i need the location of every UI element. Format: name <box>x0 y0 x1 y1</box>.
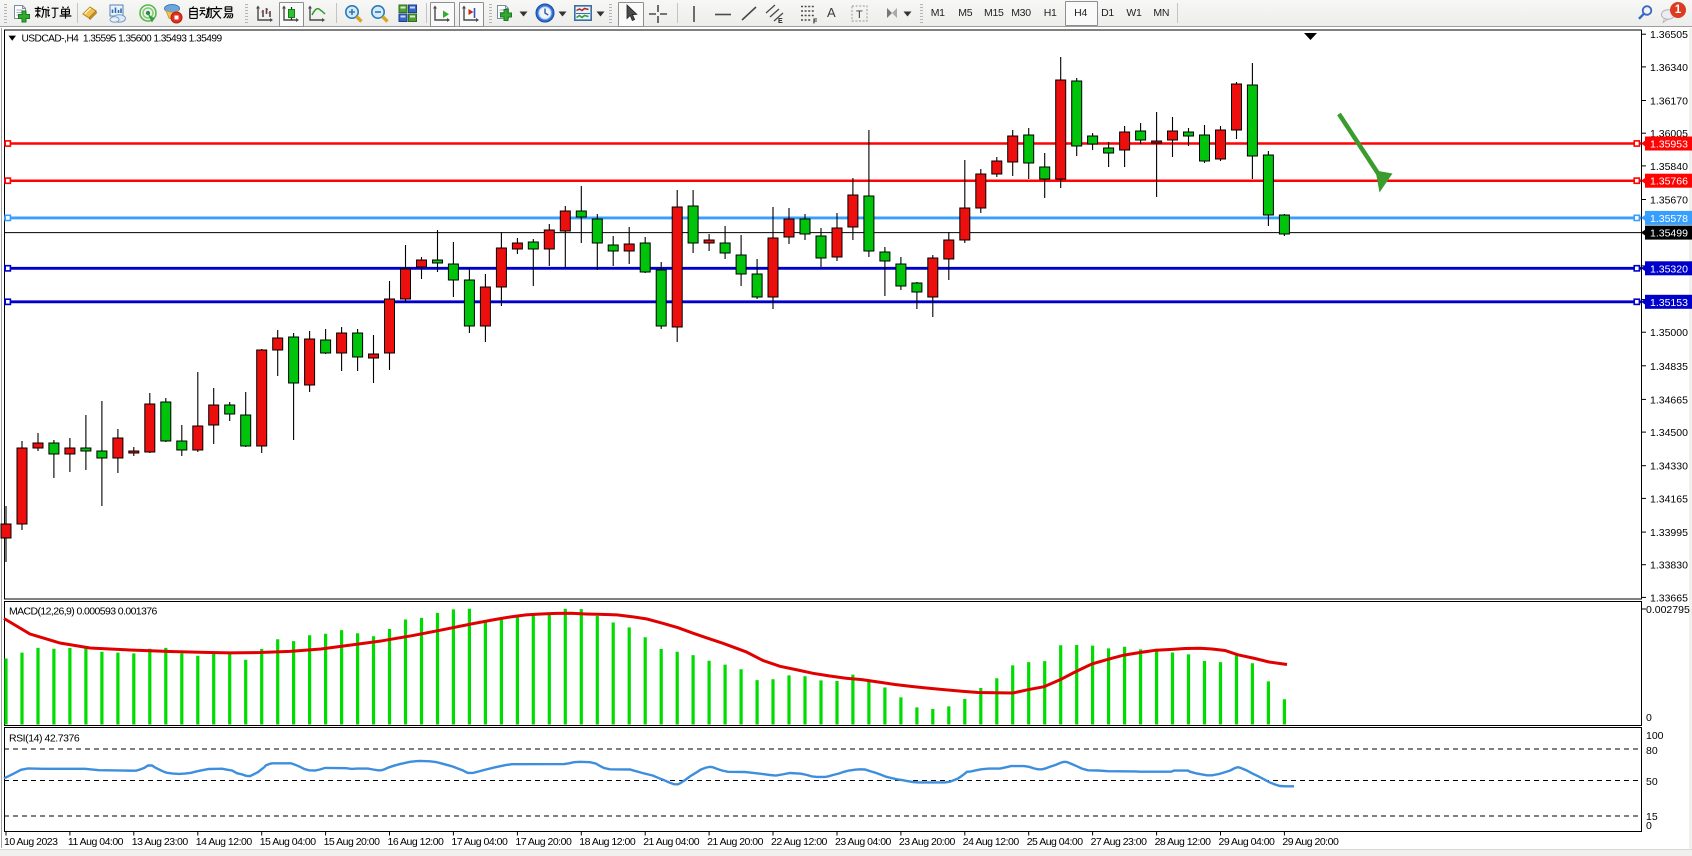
svg-text:1.34500: 1.34500 <box>1650 427 1688 439</box>
svg-text:0: 0 <box>1646 712 1652 724</box>
svg-text:1.35578: 1.35578 <box>1650 213 1688 225</box>
svg-text:15: 15 <box>1646 811 1658 823</box>
svg-text:13 Aug 23:00: 13 Aug 23:00 <box>132 836 189 848</box>
svg-text:MACD(12,26,9) 0.000593 0.00137: MACD(12,26,9) 0.000593 0.001376 <box>9 606 158 618</box>
svg-text:F: F <box>813 19 818 25</box>
svg-text:80: 80 <box>1646 745 1658 757</box>
svg-text:17 Aug 04:00: 17 Aug 04:00 <box>451 836 508 848</box>
svg-text:T: T <box>856 9 863 21</box>
svg-text:10 Aug 2023: 10 Aug 2023 <box>4 836 58 848</box>
svg-text:24 Aug 12:00: 24 Aug 12:00 <box>963 836 1020 848</box>
svg-text:0.002795: 0.002795 <box>1646 604 1690 616</box>
svg-text:1.35000: 1.35000 <box>1650 327 1688 339</box>
svg-text:RSI(14) 42.7376: RSI(14) 42.7376 <box>9 733 80 745</box>
svg-text:23 Aug 04:00: 23 Aug 04:00 <box>835 836 892 848</box>
svg-text:25 Aug 04:00: 25 Aug 04:00 <box>1027 836 1084 848</box>
svg-text:0: 0 <box>1646 820 1652 832</box>
svg-text:23 Aug 20:00: 23 Aug 20:00 <box>899 836 956 848</box>
svg-text:16 Aug 12:00: 16 Aug 12:00 <box>388 836 445 848</box>
svg-text:1.34835: 1.34835 <box>1650 361 1688 373</box>
svg-text:29 Aug 04:00: 29 Aug 04:00 <box>1219 836 1276 848</box>
svg-text:27 Aug 23:00: 27 Aug 23:00 <box>1091 836 1148 848</box>
svg-text:1.33665: 1.33665 <box>1650 592 1688 604</box>
svg-text:1.35499: 1.35499 <box>1650 228 1688 240</box>
svg-text:1.35153: 1.35153 <box>1650 297 1688 309</box>
svg-text:1.33995: 1.33995 <box>1650 527 1688 539</box>
svg-text:USDCAD-,H4 1.35595 1.35600 1.: USDCAD-,H4 1.35595 1.35600 1.35493 1.354… <box>22 34 223 45</box>
svg-text:15 Aug 20:00: 15 Aug 20:00 <box>324 836 381 848</box>
svg-text:1.35840: 1.35840 <box>1650 161 1688 173</box>
svg-text:18 Aug 12:00: 18 Aug 12:00 <box>579 836 636 848</box>
svg-text:11 Aug 04:00: 11 Aug 04:00 <box>68 836 124 848</box>
svg-text:28 Aug 12:00: 28 Aug 12:00 <box>1155 836 1212 848</box>
svg-text:22 Aug 12:00: 22 Aug 12:00 <box>771 836 828 848</box>
svg-text:1.33830: 1.33830 <box>1650 560 1688 572</box>
svg-text:29 Aug 20:00: 29 Aug 20:00 <box>1282 836 1339 848</box>
svg-text:1.34330: 1.34330 <box>1650 461 1688 473</box>
svg-text:21 Aug 04:00: 21 Aug 04:00 <box>643 836 700 848</box>
svg-text:1.35670: 1.35670 <box>1650 195 1688 207</box>
svg-text:1.36170: 1.36170 <box>1650 96 1688 108</box>
svg-text:E: E <box>778 18 783 24</box>
svg-text:1.36340: 1.36340 <box>1650 62 1688 74</box>
svg-text:17 Aug 20:00: 17 Aug 20:00 <box>515 836 572 848</box>
svg-text:100: 100 <box>1646 730 1664 742</box>
svg-text:15 Aug 04:00: 15 Aug 04:00 <box>260 836 317 848</box>
svg-text:1.35953: 1.35953 <box>1650 139 1688 151</box>
svg-text:21 Aug 20:00: 21 Aug 20:00 <box>707 836 764 848</box>
svg-text:1.34165: 1.34165 <box>1650 493 1688 505</box>
svg-text:50: 50 <box>1646 776 1658 788</box>
svg-text:1.35320: 1.35320 <box>1650 263 1688 275</box>
svg-text:14 Aug 12:00: 14 Aug 12:00 <box>196 836 253 848</box>
svg-text:1.34665: 1.34665 <box>1650 394 1688 406</box>
svg-text:1.35766: 1.35766 <box>1650 176 1688 188</box>
svg-text:1.36505: 1.36505 <box>1650 29 1688 41</box>
